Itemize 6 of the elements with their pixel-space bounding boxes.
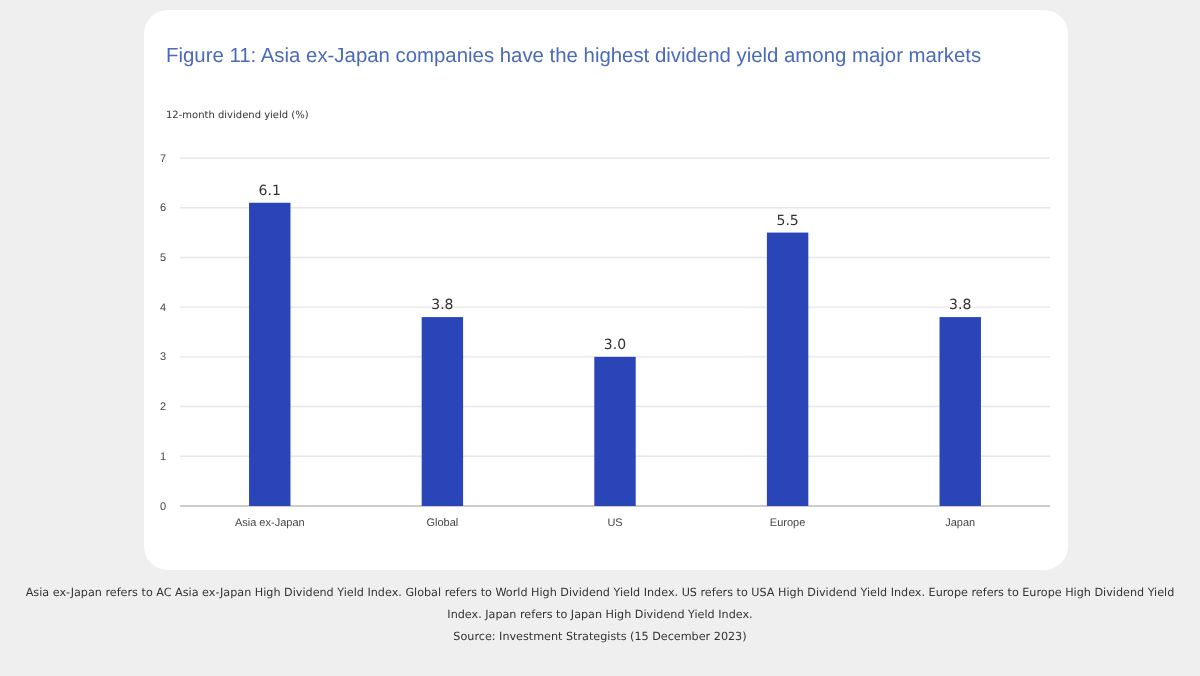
bar (766, 232, 809, 506)
chart-title: Figure 11: Asia ex-Japan companies have the highest dividend yield among major markets (166, 46, 982, 68)
bar (421, 317, 464, 506)
bar (594, 356, 636, 506)
bar (939, 317, 981, 506)
bar (249, 202, 291, 506)
